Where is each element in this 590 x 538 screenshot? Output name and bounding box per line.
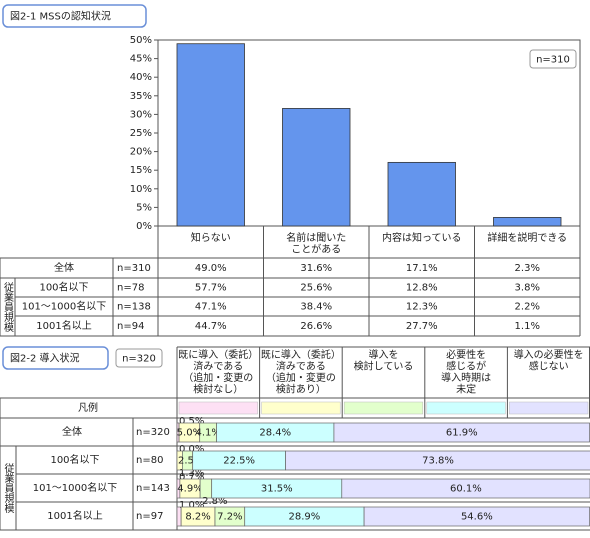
y-tick-label: 30% [130, 109, 152, 120]
legend-swatch [426, 401, 506, 415]
x-tick-label: 知らない [191, 231, 231, 244]
segment-label: 8.2% [185, 512, 210, 523]
y-tick-label: 35% [130, 91, 152, 102]
table-value: 27.7% [406, 321, 438, 332]
row-n: n=143 [136, 483, 170, 494]
segment-label: 1.0% [179, 500, 204, 511]
segment-label: 28.9% [289, 512, 321, 523]
title-box [2, 4, 147, 28]
table-value: 38.4% [300, 302, 332, 313]
bar [176, 43, 245, 227]
legend-label: 必要性を感じるが導入時期は未定 [441, 348, 491, 396]
segment-label: 60.1% [450, 484, 482, 495]
y-tick-label: 20% [130, 147, 152, 158]
bar [493, 217, 562, 227]
row-n: n=80 [136, 455, 163, 466]
y-tick-label: 45% [130, 54, 152, 65]
chart-title: 図2-1 MSSの認知状況 [10, 10, 111, 23]
segment-label: 0.5% [179, 416, 204, 427]
table-value: 26.6% [300, 321, 332, 332]
row-label: 1001名以上 [36, 319, 91, 332]
table-value: 12.3% [406, 302, 438, 313]
segment-label: 54.6% [461, 512, 493, 523]
x-tick-label: 名前は聞いたことがある [286, 231, 346, 256]
y-tick-label: 25% [130, 128, 152, 139]
table-value: 3.8% [515, 283, 540, 294]
legend-label: 既に導入（委託）済みである（追加・変更の検討なし） [178, 348, 258, 396]
row-n: n=138 [117, 302, 151, 313]
table-value: 25.6% [300, 283, 332, 294]
y-tick-label: 5% [136, 202, 152, 213]
x-tick-label: 内容は知っている [382, 231, 462, 244]
y-tick-label: 40% [130, 72, 152, 83]
segment-label: 5.0% [177, 428, 202, 439]
segment-label: 4.1% [195, 428, 220, 439]
y-tick-label: 50% [130, 35, 152, 46]
bar [282, 108, 351, 227]
row-n: n=97 [136, 511, 163, 522]
row-label: 101～1000名以下 [22, 300, 107, 313]
row-label: 1001名以上 [47, 509, 102, 522]
legend-swatch [343, 401, 424, 415]
segment-label: 4.9% [177, 484, 202, 495]
y-tick-label: 10% [130, 184, 152, 195]
row-label: 100名以下 [39, 281, 88, 294]
segment-label: 1.3% [179, 468, 204, 479]
segment-label: 0.7% [179, 472, 204, 483]
legend-swatch [178, 401, 258, 415]
table-value: 44.7% [195, 321, 227, 332]
y-tick-label: 0% [136, 221, 152, 232]
note-box [115, 348, 163, 368]
row-label: 全体 [62, 425, 82, 438]
table-value: 57.7% [195, 283, 227, 294]
table-value: 17.1% [406, 263, 438, 274]
note: n=310 [536, 55, 570, 66]
bar-segment [285, 450, 590, 471]
table-value: 2.2% [515, 302, 540, 313]
segment-label: 31.5% [261, 484, 293, 495]
x-tick-label: 詳細を説明できる [487, 231, 567, 244]
segment-label: 7.2% [217, 512, 242, 523]
bar [387, 161, 456, 227]
row-n: n=78 [117, 283, 144, 294]
row-label: 101～1000名以下 [33, 481, 118, 494]
segment-label: 2.8% [202, 496, 227, 507]
y-tick-label: 15% [130, 165, 152, 176]
table-value: 2.3% [515, 263, 540, 274]
legend-label: 導入の必要性を感じない [514, 348, 584, 373]
row-label: 100名以下 [50, 453, 99, 466]
legend-label: 導入を検討している [354, 348, 414, 373]
table-value: 1.1% [515, 321, 540, 332]
segment-label: 73.8% [422, 456, 454, 467]
table-value: 12.8% [406, 283, 438, 294]
segment-label: 61.9% [446, 428, 478, 439]
table-value: 31.6% [300, 263, 332, 274]
row-label: 全体 [54, 261, 74, 274]
table-value: 49.0% [195, 263, 227, 274]
table-value: 47.1% [195, 302, 227, 313]
segment-label: 22.5% [223, 456, 255, 467]
chart-title: 図2-2 導入状況 [10, 352, 80, 365]
note-box [529, 49, 577, 69]
segment-label: 0.0% [179, 444, 204, 455]
row-n: n=94 [117, 321, 144, 332]
legend-title: 凡例 [78, 401, 98, 414]
segment-label: 28.4% [259, 428, 291, 439]
group-label: 従業員規模 [2, 462, 14, 514]
row-n: n=310 [117, 263, 151, 274]
segment-label: 2.5% [178, 456, 203, 467]
legend-label: 既に導入（委託）済みである（追加・変更の検討あり） [261, 348, 341, 396]
note: n=320 [122, 354, 156, 365]
legend-swatch [261, 401, 341, 415]
row-n: n=320 [136, 427, 170, 438]
legend-swatch [509, 401, 589, 415]
title-box [2, 346, 109, 370]
group-label: 従業員規模 [2, 281, 14, 333]
